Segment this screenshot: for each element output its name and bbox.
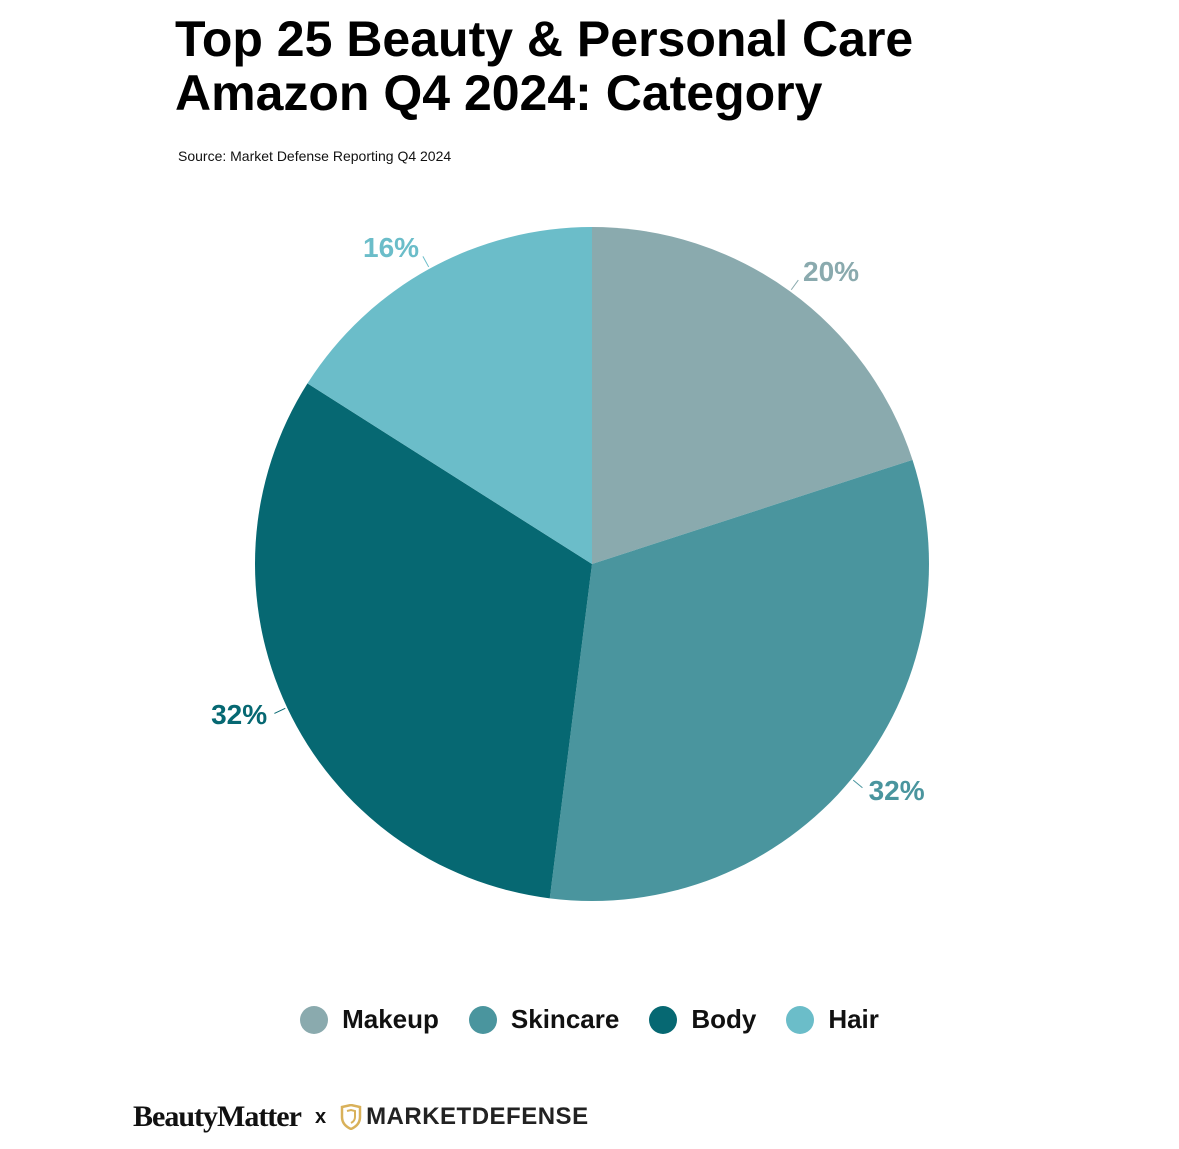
chart: 20% 32% 32% 16% xyxy=(211,227,929,901)
legend-swatch xyxy=(649,1005,678,1034)
chart-title: Top 25 Beauty & Personal Care Amazon Q4 … xyxy=(175,11,914,121)
legend-item: Makeup xyxy=(300,1004,439,1035)
data-label: 20% xyxy=(803,256,859,287)
legend-swatch xyxy=(468,1005,497,1034)
pie-slice xyxy=(549,459,929,901)
legend-label: Makeup xyxy=(342,1004,439,1034)
legend-label: Body xyxy=(691,1004,757,1034)
leader-line xyxy=(852,779,863,789)
leader-line xyxy=(790,279,799,291)
legend-item: Skincare xyxy=(468,1004,620,1035)
data-label: 16% xyxy=(363,232,419,263)
legend-swatch xyxy=(786,1005,815,1034)
legend-item: Body xyxy=(649,1004,756,1035)
separator: x xyxy=(314,1105,327,1128)
pie-slice xyxy=(307,227,592,564)
footer: BeautyMatter x MARKETDEFENSE xyxy=(133,1100,589,1134)
data-label: 32% xyxy=(869,775,925,806)
brand-logo: BeautyMatter xyxy=(133,1100,302,1133)
legend-label: Skincare xyxy=(510,1004,620,1034)
legend-swatch xyxy=(300,1005,329,1034)
leader-line xyxy=(422,256,430,268)
partner-name: MARKETDEFENSE xyxy=(366,1103,589,1130)
shield-icon xyxy=(340,1104,362,1130)
legend: Makeup Skincare Body Hair xyxy=(0,1004,1179,1035)
partner-logo: MARKETDEFENSE xyxy=(340,1103,589,1131)
pie-slice xyxy=(592,227,913,564)
legend-label: Hair xyxy=(828,1004,879,1034)
chart-subtitle: Source: Market Defense Reporting Q4 2024 xyxy=(178,148,452,164)
pie-slice xyxy=(254,383,592,899)
legend-item: Hair xyxy=(786,1004,879,1035)
leader-line xyxy=(274,707,286,714)
data-label: 32% xyxy=(211,699,267,730)
